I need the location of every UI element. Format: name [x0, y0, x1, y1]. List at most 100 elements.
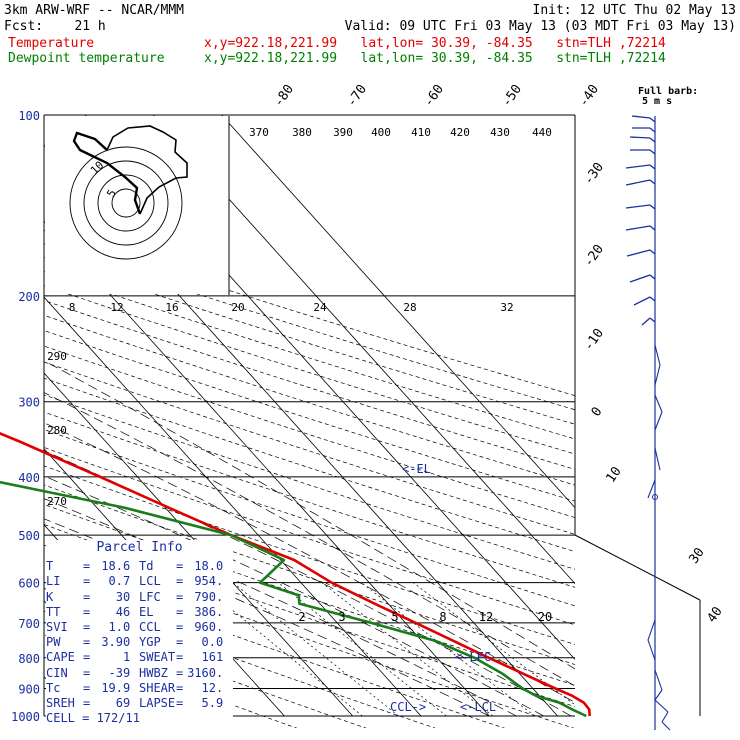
wind-barb	[633, 296, 651, 306]
parcel-param-name: CAPE	[46, 650, 75, 665]
mixing-ratio-label: 3	[338, 610, 345, 624]
equals-sign: =	[83, 635, 91, 650]
pressure-tick-label: 900	[18, 682, 40, 696]
parcel-param-name: Td	[139, 559, 154, 574]
parcel-param-value: 18.6	[101, 559, 131, 574]
parcel-param-value: 0.7	[108, 574, 131, 589]
cell-value: CELL = 172/11	[46, 711, 140, 726]
ccl-marker: CCL->	[390, 700, 426, 714]
moist-adiabat	[44, 450, 572, 717]
theta-label: 420	[450, 126, 470, 139]
wind-barb-shaft	[649, 204, 656, 210]
parcel-param: K = 30	[46, 590, 139, 605]
kts-tick-label: 12	[110, 301, 123, 314]
parcel-param-name: LFC	[139, 589, 161, 604]
equals-sign: =	[176, 650, 184, 665]
equals-sign: =	[83, 559, 91, 574]
parcel-info-title: Parcel Info	[96, 540, 183, 555]
equals-sign: =	[83, 665, 91, 680]
parcel-param: CAPE = 1	[46, 650, 139, 665]
wind-barb	[654, 344, 661, 366]
hodograph: kts 510	[45, 116, 230, 295]
calm-wind-marker	[652, 494, 658, 500]
parcel-param-name: CCL	[139, 620, 161, 635]
hodograph-ring	[111, 188, 141, 218]
dewpoint-line	[0, 480, 587, 718]
parcel-param-value: 30	[115, 589, 131, 604]
pressure-tick-label: 600	[18, 577, 40, 591]
parcel-param-name: Tc	[46, 680, 61, 695]
parcel-param: Td = 18.0	[139, 559, 232, 574]
temperature-legend-label: Temperature	[8, 36, 95, 51]
parcel-param-name: CIN	[46, 665, 68, 680]
dry-adiabat	[44, 243, 575, 411]
isotherm-label: 0	[589, 404, 606, 419]
profile-lines	[0, 432, 591, 718]
wind-barb	[654, 364, 661, 386]
isotherm-label: 40	[704, 604, 725, 625]
dry-adiabat	[44, 257, 575, 425]
wind-barb	[629, 274, 651, 283]
parcel-param-value: 954.	[194, 574, 224, 589]
theta-label: 410	[411, 126, 431, 139]
theta-label: 400	[371, 126, 391, 139]
parcel-param-value: 3160.	[187, 665, 224, 680]
wind-barb	[625, 164, 651, 169]
theta-label: 280	[47, 424, 67, 437]
theta-label: 290	[47, 350, 67, 363]
wind-barb	[654, 411, 663, 431]
parcel-param-name: SHEAR	[139, 680, 176, 695]
pressure-tick-label: 400	[18, 471, 40, 485]
parcel-info-rows: T = 18.6 Td = 18.0 LI = 0.7 LCL = 954. K = 30 LFC = 790. T…	[46, 559, 233, 711]
isotherm	[0, 115, 11, 716]
parcel-param-name: SVI	[46, 620, 68, 635]
parcel-info-cell: CELL = 172/11	[46, 711, 233, 726]
wind-barb	[647, 619, 656, 641]
barb-legend: Full barb: 5 m s	[638, 86, 698, 107]
parcel-param-name: PW	[46, 635, 61, 650]
barb-legend-line1: Full barb:	[638, 86, 698, 97]
parcel-param-name: EL	[139, 604, 154, 619]
equals-sign: =	[176, 589, 184, 604]
isotherm	[153, 115, 575, 585]
theta-label: 440	[532, 126, 552, 139]
parcel-param-name: HWBZ	[139, 665, 168, 680]
parcel-param: SVI = 1.0	[46, 620, 139, 635]
valid-time: Valid: 09 UTC Fri 03 May 13 (03 MDT Fri …	[344, 19, 736, 34]
kts-tick-label: 20	[231, 301, 244, 314]
parcel-info-row: T = 18.6 Td = 18.0	[46, 559, 233, 574]
parcel-param: YGP = 0.0	[139, 635, 232, 650]
equals-sign: =	[176, 604, 184, 619]
wind-barb-shaft	[649, 317, 656, 323]
theta-label: 270	[47, 495, 67, 508]
wind-barb	[654, 447, 661, 471]
equals-sign: =	[176, 635, 184, 650]
kts-tick-label: 16	[165, 301, 178, 314]
parcel-param: LCL = 954.	[139, 574, 232, 589]
parcel-param: TT = 46	[46, 605, 139, 620]
el-marker: <-EL	[402, 462, 431, 476]
equals-sign: =	[83, 696, 91, 711]
parcel-param-value: 0.0	[201, 635, 224, 650]
wind-barb	[654, 394, 663, 413]
parcel-param-value: 3.90	[101, 635, 131, 650]
level-markers: <-EL <-LFC <-LCL CCL->	[390, 462, 496, 714]
isotherm-label: -20	[581, 242, 607, 270]
hodograph-ring	[83, 160, 169, 246]
equals-sign: =	[83, 680, 91, 695]
parcel-info-row: LI = 0.7 LCL = 954.	[46, 574, 233, 589]
isotherm	[44, 296, 422, 717]
parcel-param-value: 12.	[201, 680, 224, 695]
wind-barb	[654, 699, 669, 713]
parcel-param-name: LI	[46, 574, 61, 589]
parcel-param-name: SWEAT	[139, 650, 176, 665]
model-title: 3km ARW-WRF -- NCAR/MMM	[4, 3, 185, 18]
wind-barb-shaft	[649, 164, 656, 170]
parcel-param-value: 386.	[194, 604, 224, 619]
parcel-info-row: PW = 3.90 YGP = 0.0	[46, 635, 233, 650]
dry-adiabat	[44, 330, 575, 502]
equals-sign: =	[83, 650, 91, 665]
wind-barb-shaft	[649, 137, 656, 143]
wind-barb-shaft	[649, 249, 656, 255]
lfc-marker: <-LFC	[455, 650, 491, 664]
